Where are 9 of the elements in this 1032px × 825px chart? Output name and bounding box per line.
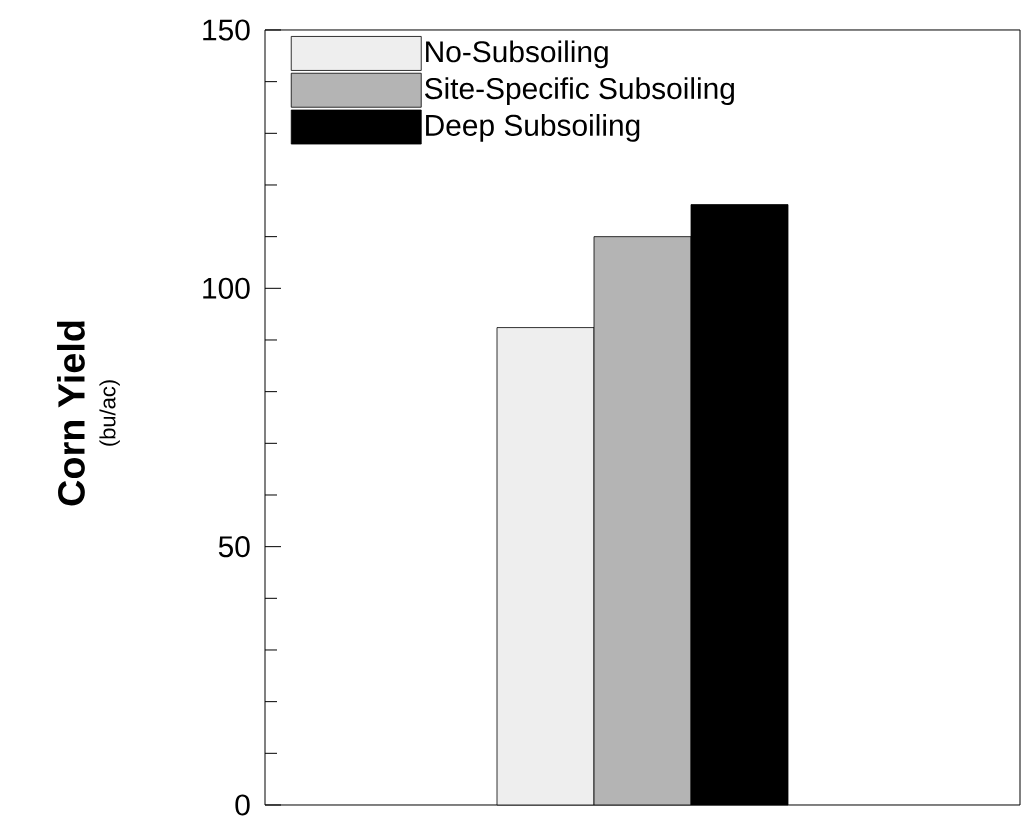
legend-label: Deep Subsoiling: [426, 113, 640, 142]
y-axis-title: Corn Yield: [57, 321, 85, 506]
y-tick-label: 100: [203, 277, 250, 299]
y-tick-label: 50: [218, 536, 250, 558]
text: (bu/ac): [99, 380, 120, 446]
legend-label: Site-Specific Subsoiling: [424, 77, 734, 106]
legend-label: No-Subsoiling: [426, 40, 608, 69]
y-tick-label: 0: [235, 794, 250, 816]
y-tick-label: 150: [203, 19, 250, 41]
